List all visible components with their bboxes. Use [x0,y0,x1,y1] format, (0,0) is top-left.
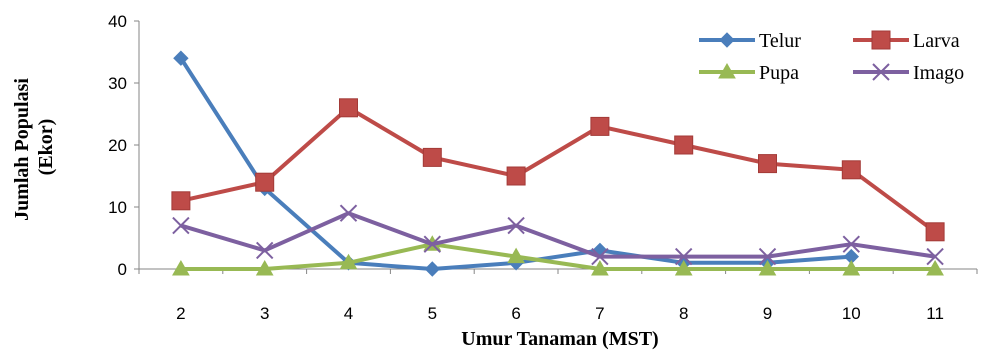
data-point-larva [171,191,191,211]
legend-marker-imago [872,63,890,81]
data-point-imago [842,235,861,253]
data-point-pupa [674,259,693,276]
axes: 0 10 20 30 40 2 3 4 5 6 7 8 9 10 11 [108,12,978,323]
x-tick-label: 7 [595,304,604,323]
series-telur [173,50,860,277]
legend-item-pupa: Pupa [699,62,799,84]
series-layer [171,50,945,277]
data-point-pupa [926,259,944,276]
y-tick-label: 20 [108,136,127,155]
data-point-pupa [591,259,609,276]
data-point-larva [255,172,275,192]
x-tick-label: 9 [763,304,772,323]
series-larva [171,98,945,242]
legend-label-telur: Telur [759,30,801,52]
x-tick-label: 6 [511,304,520,323]
data-point-imago [423,235,442,253]
data-point-imago [926,247,944,266]
series-line-pupa [180,242,936,271]
legend-marker-pupa [718,62,736,79]
data-point-pupa [172,259,190,276]
x-tick-label: 11 [926,304,944,323]
legend: Telur Larva Pupa Imago [699,30,964,84]
y-axis-title: Jumlah Populasi (Ekor) [11,73,57,221]
data-point-larva [925,222,945,242]
legend-label-larva: Larva [913,30,960,52]
y-tick-label: 10 [108,198,127,217]
x-tick-label: 2 [176,304,185,323]
data-point-telur [424,261,441,277]
x-tick-label: 8 [679,304,688,323]
legend-marker-larva [871,30,891,50]
data-point-pupa [339,253,358,270]
x-axis-title: Umur Tanaman (MST) [461,328,658,350]
x-tick-label: 3 [260,304,269,323]
data-point-imago [758,247,777,266]
series-line-larva [180,105,937,234]
data-point-telur [173,50,189,66]
y-axis-title-line-1: Jumlah Populasi [11,78,33,221]
data-point-larva [674,135,694,155]
data-point-imago [339,204,358,222]
data-point-imago [507,216,525,235]
data-point-imago [674,247,693,266]
data-point-imago [591,247,609,266]
series-pupa [172,235,944,276]
legend-marker-telur [719,32,735,48]
legend-label-imago: Imago [913,62,964,84]
legend-item-larva: Larva [853,30,960,52]
y-tick-label: 0 [118,260,127,279]
data-point-pupa [255,259,274,276]
data-point-pupa [758,259,777,276]
data-point-larva [339,98,358,118]
series-line-telur [179,57,852,271]
x-tick-label: 10 [842,304,861,323]
series-imago [172,204,944,266]
data-point-larva [506,166,526,186]
x-tick-label: 4 [344,304,353,323]
data-point-larva [422,147,442,167]
x-tick-label: 5 [428,304,437,323]
data-point-larva [758,154,777,174]
data-point-pupa [507,247,525,264]
legend-label-pupa: Pupa [759,62,799,84]
legend-item-imago: Imago [853,62,964,84]
data-point-imago [255,241,274,260]
y-axis-title-line-2: (Ekor) [35,119,57,176]
legend-item-telur: Telur [699,30,801,52]
data-point-larva [841,160,861,180]
y-tick-label: 30 [108,74,127,93]
y-tick-label: 40 [108,12,127,31]
data-point-larva [590,116,610,136]
series-line-imago [180,211,936,259]
data-point-pupa [842,259,861,276]
data-point-imago [172,216,190,235]
